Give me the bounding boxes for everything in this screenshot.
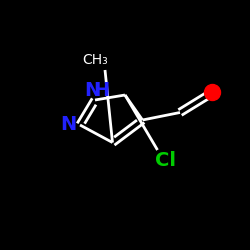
Text: N: N — [84, 80, 100, 100]
Text: H: H — [93, 80, 110, 100]
Text: N: N — [60, 116, 76, 134]
Text: Cl: Cl — [154, 150, 176, 170]
Text: CH₃: CH₃ — [82, 53, 108, 67]
Circle shape — [204, 84, 220, 100]
